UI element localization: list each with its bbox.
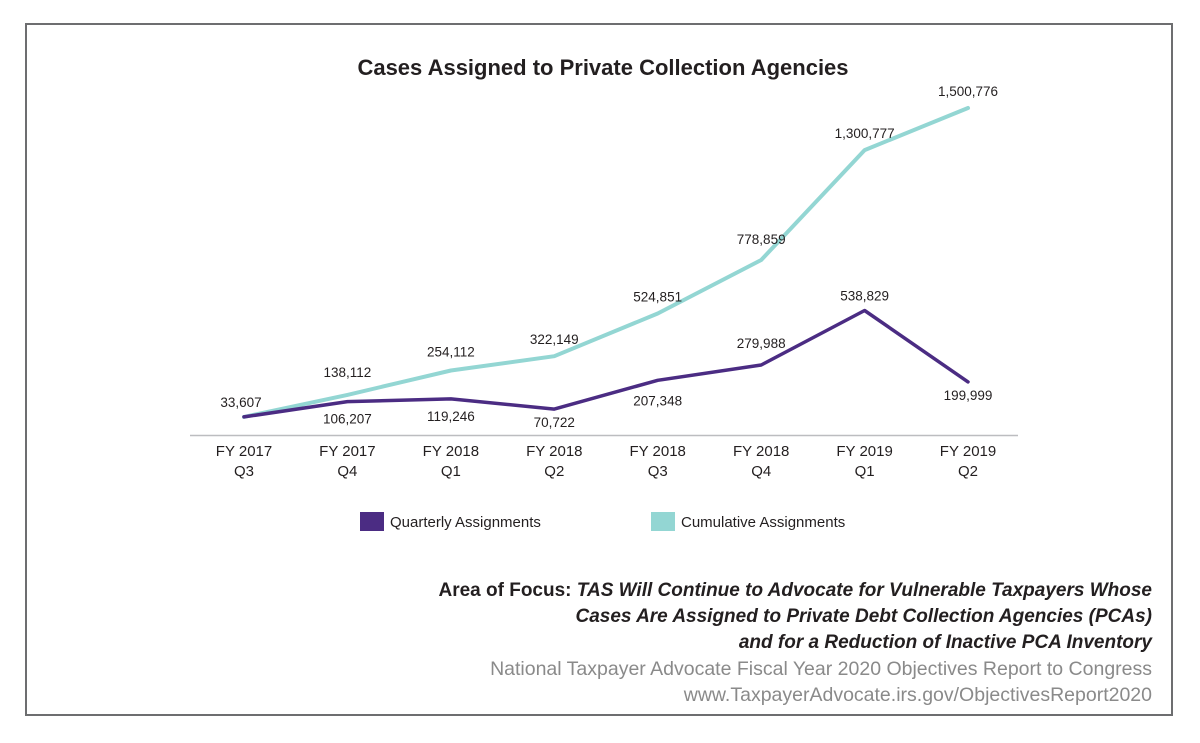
data-label-quarterly-5: 279,988 (737, 336, 786, 351)
x-tick-label-3: FY 2018 Q2 (526, 443, 582, 480)
data-label-cumulative-7: 1,500,776 (938, 84, 998, 99)
data-labels: 106,207 119,246 70,722 207,348 279,988 538,82… (220, 84, 998, 430)
focus-prefix: Area of Focus: (438, 580, 572, 601)
legend: Quarterly Assignments Cumulative Assignme… (360, 512, 845, 531)
figure-frame (25, 23, 1173, 716)
data-label-quarterly-1: 106,207 (323, 412, 372, 427)
legend-label-cumulative: Cumulative Assignments (681, 514, 845, 531)
source-url: www.TaxpayerAdvocate.irs.gov/ObjectivesR… (683, 684, 1152, 706)
data-label-quarterly-2: 119,246 (427, 409, 475, 424)
legend-swatch-cumulative (651, 512, 675, 531)
series-line-cumulative (242, 106, 970, 419)
series-lines (242, 106, 970, 419)
data-label-cumulative-4: 524,851 (633, 290, 682, 305)
x-tick-label-2: FY 2018 Q1 (423, 443, 479, 480)
data-label-cumulative-1: 138,112 (323, 365, 371, 380)
legend-swatch-quarterly (360, 512, 384, 531)
focus-title-line2: Cases Are Assigned to Private Debt Colle… (575, 606, 1153, 627)
focus-heading-line1: Area of Focus: TAS Will Continue to Advo… (252, 578, 1152, 604)
source-report: National Taxpayer Advocate Fiscal Year 2… (490, 658, 1152, 680)
footer: Area of Focus: TAS Will Continue to Advo… (252, 578, 1152, 708)
data-label-quarterly-3: 70,722 (534, 415, 575, 430)
x-tick-label-1: FY 2017 Q4 (319, 443, 375, 480)
data-label-quarterly-6: 538,829 (840, 289, 889, 304)
data-label-quarterly-4: 207,348 (633, 393, 682, 408)
x-tick-label-7: FY 2019 Q2 (940, 443, 996, 480)
focus-title-line3: and for a Reduction of Inactive PCA Inve… (738, 632, 1152, 653)
data-label-quarterly-7: 199,999 (944, 388, 993, 403)
focus-title-line1: TAS Will Continue to Advocate for Vulner… (576, 580, 1152, 601)
series-line-quarterly (242, 308, 970, 419)
legend-label-quarterly: Quarterly Assignments (390, 514, 541, 531)
x-axis-ticks: FY 2017 Q3 FY 2017 Q4 FY 2018 Q1 FY 2018 Q2 FY 2… (216, 443, 996, 480)
data-label-cumulative-2: 254,112 (427, 345, 475, 360)
data-label-cumulative-3: 322,149 (530, 332, 579, 347)
data-label-cumulative-6: 1,300,777 (835, 126, 895, 141)
x-tick-label-6: FY 2019 Q1 (836, 443, 892, 480)
data-label-cumulative-0: 33,607 (220, 395, 261, 410)
x-tick-label-5: FY 2018 Q4 (733, 443, 789, 480)
x-tick-label-0: FY 2017 Q3 (216, 443, 272, 480)
x-tick-label-4: FY 2018 Q3 (629, 443, 685, 480)
chart-title: Cases Assigned to Private Collection Age… (357, 55, 848, 80)
data-label-cumulative-5: 778,859 (737, 232, 786, 247)
